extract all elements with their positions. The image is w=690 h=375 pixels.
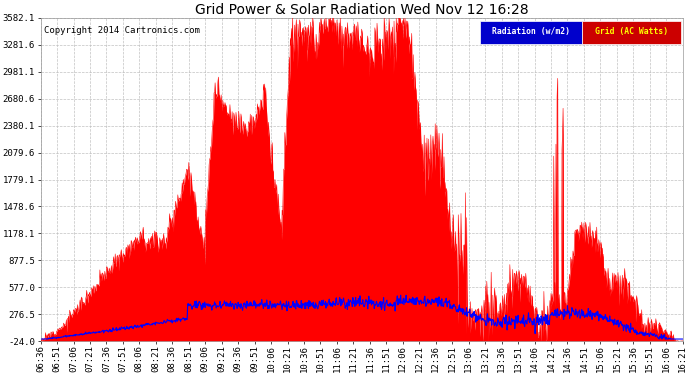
Text: Copyright 2014 Cartronics.com: Copyright 2014 Cartronics.com — [43, 26, 199, 35]
Text: Radiation (w/m2): Radiation (w/m2) — [492, 27, 570, 36]
FancyBboxPatch shape — [480, 21, 582, 44]
Text: Grid (AC Watts): Grid (AC Watts) — [595, 27, 668, 36]
FancyBboxPatch shape — [582, 21, 681, 44]
Title: Grid Power & Solar Radiation Wed Nov 12 16:28: Grid Power & Solar Radiation Wed Nov 12 … — [195, 3, 529, 17]
